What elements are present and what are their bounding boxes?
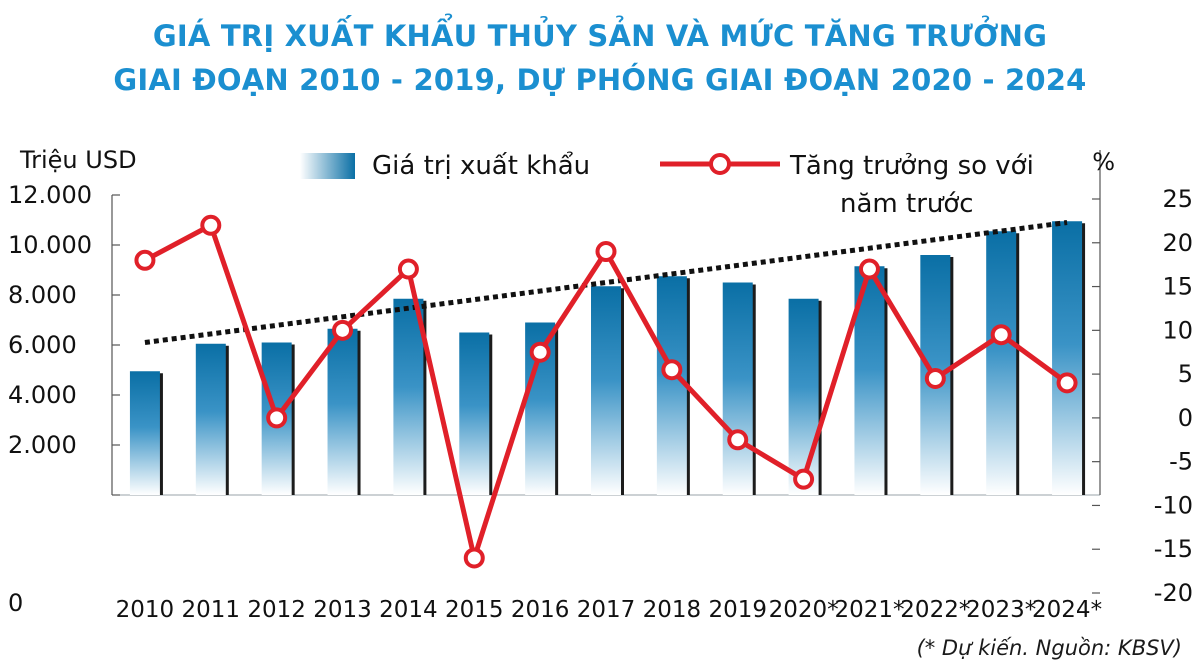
growth-point	[793, 468, 815, 490]
left-tick-label: 12.000	[8, 181, 92, 209]
right-tick-label: 10	[1162, 316, 1193, 344]
right-tick-label: 5	[1178, 360, 1193, 388]
left-tick-label: 4.000	[8, 381, 77, 409]
legend-line-label-cont: năm trước	[840, 189, 974, 219]
legend-bar-swatch	[300, 153, 355, 179]
x-tick-label: 2013	[313, 597, 372, 623]
x-tick-label: 2010	[116, 597, 175, 623]
x-tick-label: 2012	[247, 597, 306, 623]
bar	[656, 276, 687, 495]
x-tick-label: 2015	[445, 597, 504, 623]
growth-point	[266, 407, 288, 429]
bar	[1052, 221, 1083, 495]
growth-point	[924, 367, 946, 389]
growth-point	[595, 241, 617, 263]
right-tick-label: -15	[1154, 535, 1193, 563]
legend-line-marker	[709, 153, 731, 175]
growth-point	[990, 324, 1012, 346]
left-tick-label: 6.000	[8, 331, 77, 359]
trend-line	[144, 220, 1068, 345]
bar	[788, 298, 819, 495]
chart-title: GIÁ TRỊ XUẤT KHẨU THỦY SẢN VÀ MỨC TĂNG T…	[0, 14, 1200, 102]
growth-point	[858, 258, 880, 280]
x-tick-label: 2021*	[834, 597, 904, 623]
right-tick-label: -5	[1169, 448, 1193, 476]
x-tick-label: 2023*	[966, 597, 1036, 623]
x-tick-label: 2020*	[769, 597, 839, 623]
growth-point	[134, 249, 156, 271]
bar	[459, 332, 490, 495]
left-tick-label: 8.000	[8, 281, 77, 309]
right-tick-label: 20	[1162, 229, 1193, 257]
growth-point	[463, 547, 485, 569]
bar	[591, 286, 621, 495]
right-tick-label: 0	[1178, 404, 1193, 432]
growth-point	[661, 359, 683, 381]
right-axis-title: %	[1092, 148, 1115, 176]
bar	[722, 282, 753, 495]
bar	[393, 298, 424, 495]
growth-point	[1056, 372, 1078, 394]
legend-line-label: Tăng trưởng so với	[789, 151, 1034, 181]
growth-point	[529, 341, 551, 363]
chart-title-line-2: GIAI ĐOẠN 2010 - 2019, DỰ PHÓNG GIAI ĐOẠ…	[113, 63, 1087, 97]
right-tick-label: 15	[1162, 273, 1193, 301]
chart-title-line-1: GIÁ TRỊ XUẤT KHẨU THỦY SẢN VÀ MỨC TĂNG T…	[152, 19, 1048, 53]
x-tick-label: 2019	[708, 597, 767, 623]
left-tick-label: 0	[8, 589, 23, 617]
x-tick-label: 2022*	[900, 597, 970, 623]
right-tick-label: -20	[1154, 579, 1193, 607]
x-tick-label: 2016	[511, 597, 570, 623]
growth-point	[397, 258, 419, 280]
left-tick-label: 10.000	[8, 231, 92, 259]
bar	[129, 371, 160, 495]
legend-bar-label: Giá trị xuất khẩu	[372, 150, 590, 181]
x-tick-label: 2018	[643, 597, 702, 623]
growth-point	[727, 429, 749, 451]
x-tick-label: 2011	[182, 597, 241, 623]
bar	[195, 343, 226, 495]
x-tick-label: 2024*	[1032, 597, 1102, 623]
bar	[986, 231, 1017, 495]
bar	[327, 328, 358, 495]
left-tick-label: 2.000	[8, 431, 77, 459]
footnote: (* Dự kiến. Nguồn: KBSV)	[916, 636, 1182, 660]
growth-point	[200, 214, 222, 236]
left-axis-title: Triệu USD	[19, 146, 137, 174]
growth-point	[332, 319, 354, 341]
x-tick-label: 2017	[577, 597, 636, 623]
right-tick-label: -10	[1154, 491, 1193, 519]
x-tick-label: 2014	[379, 597, 438, 623]
right-tick-label: 25	[1162, 185, 1193, 213]
